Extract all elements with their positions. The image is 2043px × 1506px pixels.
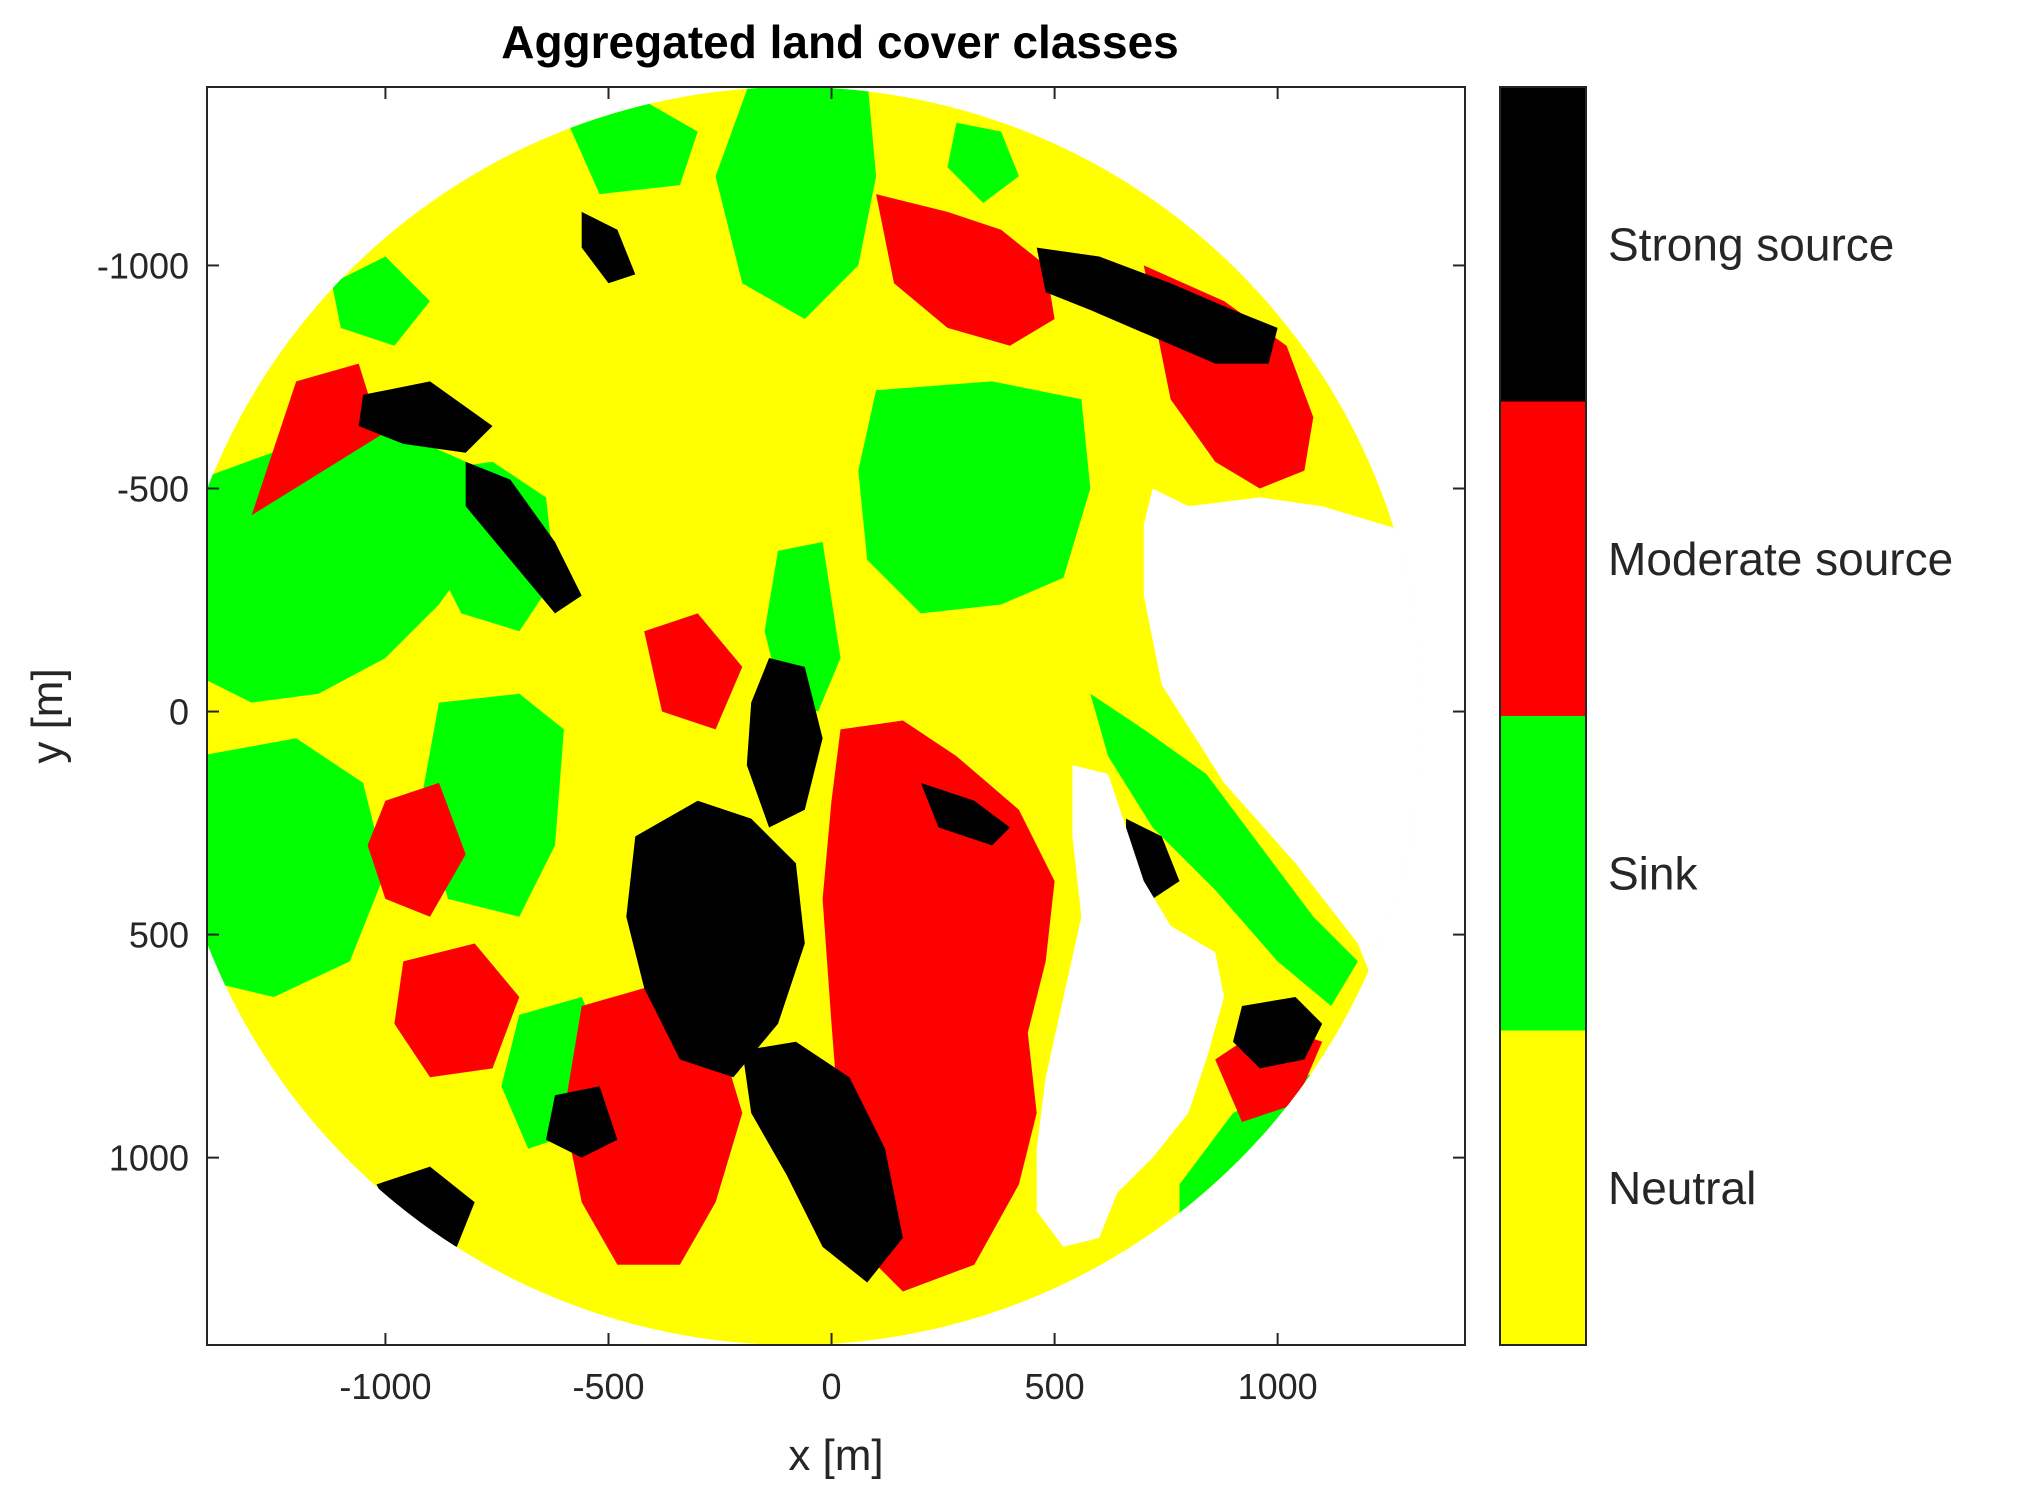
- region-strong-source: [742, 1041, 903, 1283]
- x-tick-label: -500: [572, 1366, 644, 1407]
- x-axis-ticks: -1000 -500 0 500 1000: [339, 87, 1318, 1407]
- y-axis-ticks: -1000 -500 0 500 1000: [97, 245, 1465, 1179]
- chart-title: Aggregated land cover classes: [501, 16, 1179, 68]
- region-sink: [858, 381, 1091, 614]
- colorbar-swatch: [1500, 401, 1586, 717]
- colorbar-label: Neutral: [1608, 1162, 1756, 1214]
- region-moderate-source: [367, 782, 466, 917]
- class-regions: [207, 87, 1394, 1292]
- region-sink: [715, 87, 877, 319]
- region-strong-source: [626, 800, 805, 1078]
- excluded-water-area: [1036, 765, 1225, 1247]
- y-tick-label: -500: [117, 468, 189, 509]
- colorbar-label: Moderate source: [1608, 533, 1953, 585]
- colorbar: [1500, 87, 1586, 1345]
- y-tick-label: -1000: [97, 245, 189, 286]
- plot-area: [207, 87, 1423, 1345]
- region-sink: [331, 256, 430, 346]
- excluded-water: [1036, 488, 1423, 1345]
- x-tick-label: 0: [822, 1366, 842, 1407]
- excluded-water-area: [1143, 488, 1423, 1345]
- region-strong-source: [920, 782, 1010, 846]
- colorbar-swatch: [1500, 716, 1586, 1031]
- region-strong-source: [465, 461, 582, 614]
- region-sink: [1090, 693, 1358, 1006]
- y-tick-label: 0: [169, 692, 189, 733]
- region-strong-source: [358, 381, 493, 453]
- colorbar-labels: Strong source Moderate source Sink Neutral: [1608, 218, 1953, 1214]
- colorbar-label: Strong source: [1608, 218, 1894, 270]
- region-moderate-source: [644, 613, 743, 730]
- region-moderate-source: [394, 943, 520, 1078]
- x-tick-label: 1000: [1238, 1366, 1318, 1407]
- region-moderate-source: [251, 363, 381, 516]
- region-moderate-source: [876, 194, 1055, 346]
- region-strong-source: [746, 658, 823, 828]
- region-sink: [207, 738, 386, 997]
- y-tick-label: 500: [129, 915, 189, 956]
- x-tick-label: 500: [1025, 1366, 1085, 1407]
- x-tick-label: -1000: [339, 1366, 431, 1407]
- land-cover-map: [207, 87, 1423, 1345]
- region-strong-source: [581, 211, 636, 284]
- colorbar-frame: [1499, 86, 1587, 1346]
- y-tick-label: 1000: [109, 1138, 189, 1179]
- x-axis-label: x [m]: [788, 1431, 883, 1480]
- region-strong-source: [1233, 997, 1323, 1069]
- colorbar-label: Sink: [1608, 847, 1698, 899]
- y-axis-label: y [m]: [23, 668, 72, 763]
- region-strong-source: [546, 1086, 618, 1158]
- region-sink: [563, 95, 698, 195]
- colorbar-swatch: [1500, 87, 1586, 402]
- colorbar-swatch: [1500, 1030, 1586, 1345]
- plot-frame: [206, 86, 1466, 1346]
- region-strong-source: [1036, 247, 1278, 364]
- region-sink: [947, 122, 1019, 203]
